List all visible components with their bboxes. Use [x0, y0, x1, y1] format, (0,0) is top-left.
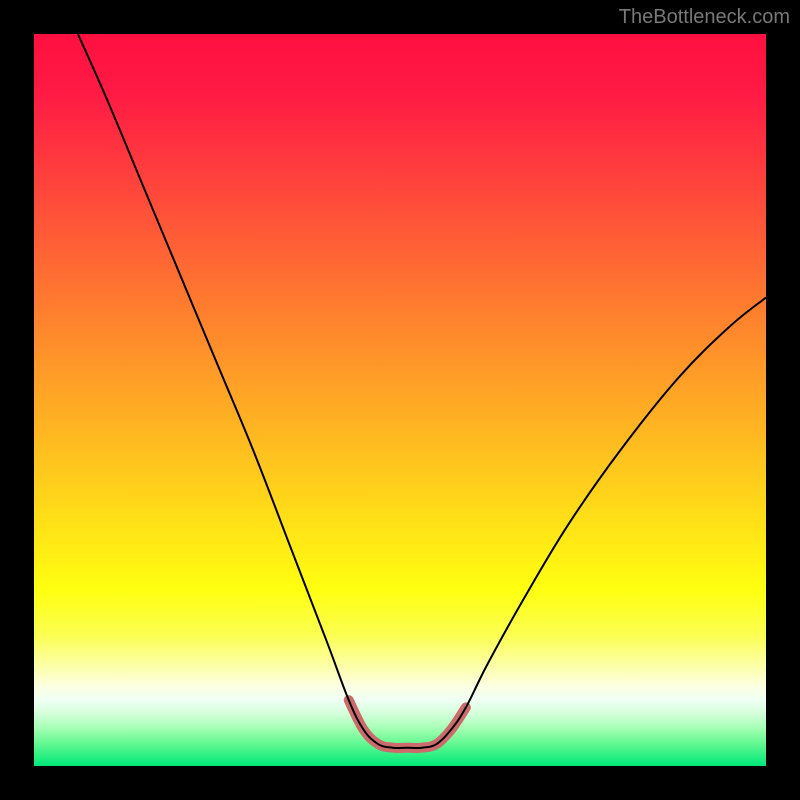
- highlight-segment: [349, 700, 466, 748]
- plot-area: [34, 34, 766, 766]
- bottleneck-curve: [34, 34, 766, 766]
- main-curve: [78, 34, 766, 748]
- watermark-text: TheBottleneck.com: [619, 6, 790, 29]
- chart-container: TheBottleneck.com: [0, 0, 800, 800]
